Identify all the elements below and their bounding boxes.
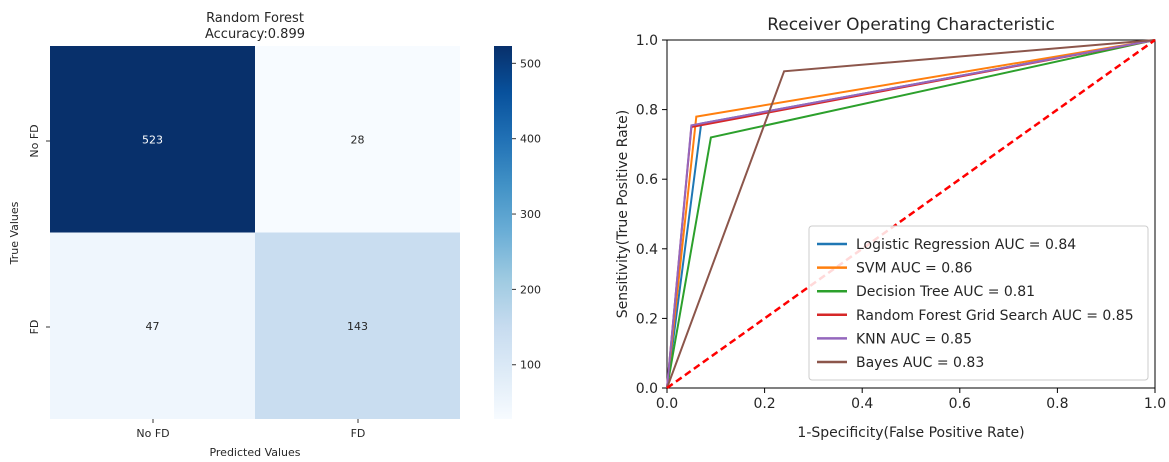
colorbar-tick-label: 300 [520, 208, 541, 221]
heatmap-x-axis-label: Predicted Values [209, 446, 300, 459]
roc-y-tick-label: 0.8 [636, 103, 658, 119]
colorbar-tick-label: 200 [520, 283, 541, 296]
colorbar [494, 46, 512, 419]
colorbar-tick-label: 400 [520, 133, 541, 146]
heatmap-x-tick-label: FD [351, 427, 366, 440]
heatmap-y-tick-label: FD [28, 320, 41, 335]
roc-y-tick-label: 0.0 [636, 381, 658, 397]
heatmap-title: Random Forest [206, 11, 304, 26]
roc-series-line [666, 39, 1156, 389]
roc-x-tick-label: 0.8 [1046, 396, 1068, 412]
roc-series [666, 38, 1156, 390]
roc-y-tick-label: 1.0 [636, 33, 658, 49]
heatmap-cell-value: 143 [347, 320, 368, 333]
roc-x-tick-label: 0.2 [753, 396, 775, 412]
roc-x-axis-label: 1-Specificity(False Positive Rate) [797, 425, 1024, 441]
colorbar-tick-label: 500 [520, 57, 541, 70]
heatmap-cells [50, 46, 460, 419]
roc-chart: Receiver Operating Characteristic 0.0 0.2… [615, 15, 1166, 441]
heatmap-cell [50, 46, 255, 233]
colorbar-ticks: 100 200 300 400 500 [512, 57, 541, 372]
heatmap-subtitle: Accuracy:0.899 [205, 27, 305, 42]
heatmap-x-tick-label: No FD [136, 427, 169, 440]
colorbar-tick-label: 100 [520, 359, 541, 372]
roc-series-line [666, 39, 1156, 389]
roc-y-tick-label: 0.2 [636, 311, 658, 327]
heatmap-cell-value: 47 [146, 320, 160, 333]
heatmap-cell-labels: 523 28 47 143 [142, 133, 368, 333]
heatmap-y-axis-label: True Values [8, 201, 21, 265]
roc-y-tick-label: 0.6 [636, 172, 658, 188]
roc-legend-label: SVM AUC = 0.86 [856, 261, 972, 277]
roc-axes: 0.0 0.2 0.4 0.6 0.8 1.0 0.0 0.2 0.4 0.6 0.8 1.0 [636, 33, 1166, 412]
roc-x-tick-label: 1.0 [1144, 396, 1166, 412]
roc-legend-label: Decision Tree AUC = 0.81 [856, 284, 1035, 300]
roc-title: Receiver Operating Characteristic [767, 15, 1055, 35]
heatmap-cell-value: 523 [142, 133, 163, 146]
roc-legend: Logistic Regression AUC = 0.84 SVM AUC = … [808, 225, 1149, 381]
roc-x-tick-label: 0.0 [656, 396, 678, 412]
heatmap-cell-value: 28 [351, 133, 365, 146]
heatmap-cell [255, 232, 460, 419]
heatmap-y-tick-label: No FD [28, 124, 41, 157]
roc-x-tick-label: 0.6 [949, 396, 971, 412]
roc-y-tick-label: 0.4 [636, 242, 658, 258]
roc-x-tick-label: 0.4 [851, 396, 873, 412]
heatmap-cell [50, 232, 255, 419]
heatmap-cell [255, 46, 460, 233]
roc-series-line [666, 39, 1156, 389]
roc-legend-label: Random Forest Grid Search AUC = 0.85 [856, 308, 1134, 324]
roc-legend-label: Bayes AUC = 0.83 [856, 355, 984, 371]
roc-legend-label: KNN AUC = 0.85 [856, 331, 972, 347]
roc-reference-line [666, 38, 1156, 390]
roc-legend-box [808, 225, 1149, 381]
roc-legend-label: Logistic Regression AUC = 0.84 [856, 237, 1076, 253]
roc-series-line [666, 39, 1156, 389]
roc-y-axis-label: Sensitivity(True Positive Rate) [615, 110, 631, 319]
